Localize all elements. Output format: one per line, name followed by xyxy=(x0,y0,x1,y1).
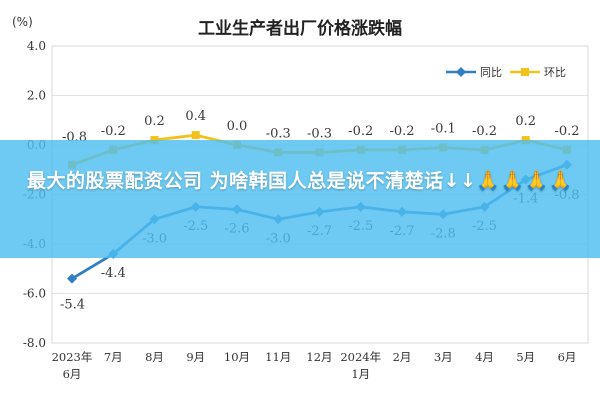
x-tick-label: 10月 xyxy=(224,350,250,364)
data-label-mom: -0.3 xyxy=(266,126,291,141)
x-tick-line: 6月 xyxy=(63,367,82,381)
x-tick-line: 5月 xyxy=(516,350,535,364)
x-tick-label: 6月 xyxy=(558,350,577,364)
y-tick-label: 4.0 xyxy=(27,39,46,53)
data-label-mom: -0.1 xyxy=(431,121,456,136)
legend-label-yoy: 同比 xyxy=(480,66,502,79)
x-tick-line: 1月 xyxy=(351,367,370,381)
y-unit-label: (%) xyxy=(12,15,33,29)
x-tick-line: 2023年 xyxy=(52,350,93,364)
x-tick-line: 2月 xyxy=(393,350,412,364)
data-point-yoy xyxy=(67,273,77,284)
x-tick-label: 9月 xyxy=(186,350,205,364)
legend: 同比 环比 xyxy=(446,66,566,79)
data-label-mom: 0.2 xyxy=(144,114,165,129)
data-label-mom: -0.2 xyxy=(472,124,497,139)
y-tick-label: 2.0 xyxy=(27,89,46,103)
ad-overlay-banner[interactable]: 最大的股票配资公司 为啥韩国人总是说不清楚话↓↓🙏🙏🙏🙏 xyxy=(0,140,600,258)
x-tick-line: 4月 xyxy=(475,350,494,364)
data-label-mom: -0.2 xyxy=(389,124,414,139)
x-tick-label: 4月 xyxy=(475,350,494,364)
x-tick-line: 9月 xyxy=(186,350,205,364)
data-label-mom: -0.2 xyxy=(348,124,373,139)
legend-label-mom: 环比 xyxy=(544,66,566,79)
legend-marker-yoy xyxy=(456,67,466,77)
data-label-mom: 0.2 xyxy=(515,114,536,129)
x-tick-label: 2024年 1月 xyxy=(340,350,381,381)
x-tick-line: 11月 xyxy=(265,350,291,364)
y-tick-label: -8.0 xyxy=(23,336,46,350)
x-tick-label: 11月 xyxy=(265,350,291,364)
data-label-yoy: -4.4 xyxy=(101,266,126,281)
x-tick-label: 2月 xyxy=(393,350,412,364)
x-tick-label: 5月 xyxy=(516,350,535,364)
data-label-mom: 0.4 xyxy=(185,109,206,124)
chart-title: 工业生产者出厂价格涨跌幅 xyxy=(198,18,402,39)
x-tick-label: 3月 xyxy=(434,350,453,364)
x-tick-label: 7月 xyxy=(104,350,123,364)
x-tick-line: 8月 xyxy=(145,350,164,364)
x-tick-line: 12月 xyxy=(306,350,332,364)
data-label-mom: -0.2 xyxy=(101,124,126,139)
x-tick-label: 12月 xyxy=(306,350,332,364)
data-label-mom: -0.3 xyxy=(307,126,332,141)
x-tick-line: 6月 xyxy=(558,350,577,364)
x-axis-ticks: 2023年 6月 7月 8月 9月 10月 11月 12月 2024年 1月 2月 3月 4月 5月 6月 xyxy=(52,350,577,381)
data-point-mom xyxy=(191,131,200,140)
x-tick-label: 8月 xyxy=(145,350,164,364)
data-label-yoy: -5.4 xyxy=(60,298,85,313)
ad-overlay-text[interactable]: 最大的股票配资公司 为啥韩国人总是说不清楚话↓↓🙏🙏🙏🙏 xyxy=(26,170,574,192)
x-tick-label: 2023年 6月 xyxy=(52,350,93,381)
legend-marker-mom xyxy=(521,68,529,76)
x-tick-line: 2024年 xyxy=(340,350,381,364)
data-label-mom: -0.2 xyxy=(554,124,579,139)
x-tick-line: 3月 xyxy=(434,350,453,364)
y-tick-label: -6.0 xyxy=(23,287,46,301)
x-tick-line: 10月 xyxy=(224,350,250,364)
data-label-mom: 0.0 xyxy=(227,119,248,134)
x-tick-line: 7月 xyxy=(104,350,123,364)
